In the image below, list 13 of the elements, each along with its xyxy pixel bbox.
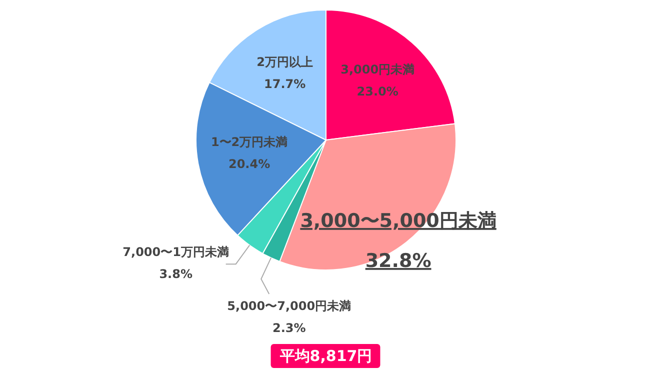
data-label: 3.8% <box>159 267 192 282</box>
slice-label: 1〜2万円未満 <box>210 135 288 150</box>
slice-label: 2万円以上 <box>256 54 314 69</box>
data-label: 23.0% <box>356 84 398 98</box>
slice-label: 3,000〜5,000円未満 <box>300 210 496 232</box>
data-label: 20.4% <box>228 157 270 172</box>
slice-label: 3,000円未満 <box>340 62 415 76</box>
data-label: 2.3% <box>272 321 306 336</box>
text: 平均8,817円 <box>278 347 372 365</box>
slice-label: 7,000〜1万円未満 <box>122 245 229 260</box>
data-label: 17.7% <box>264 76 306 91</box>
slice-label: 5,000〜7,000円未満 <box>227 299 352 314</box>
data-label: 32.8% <box>365 250 432 272</box>
